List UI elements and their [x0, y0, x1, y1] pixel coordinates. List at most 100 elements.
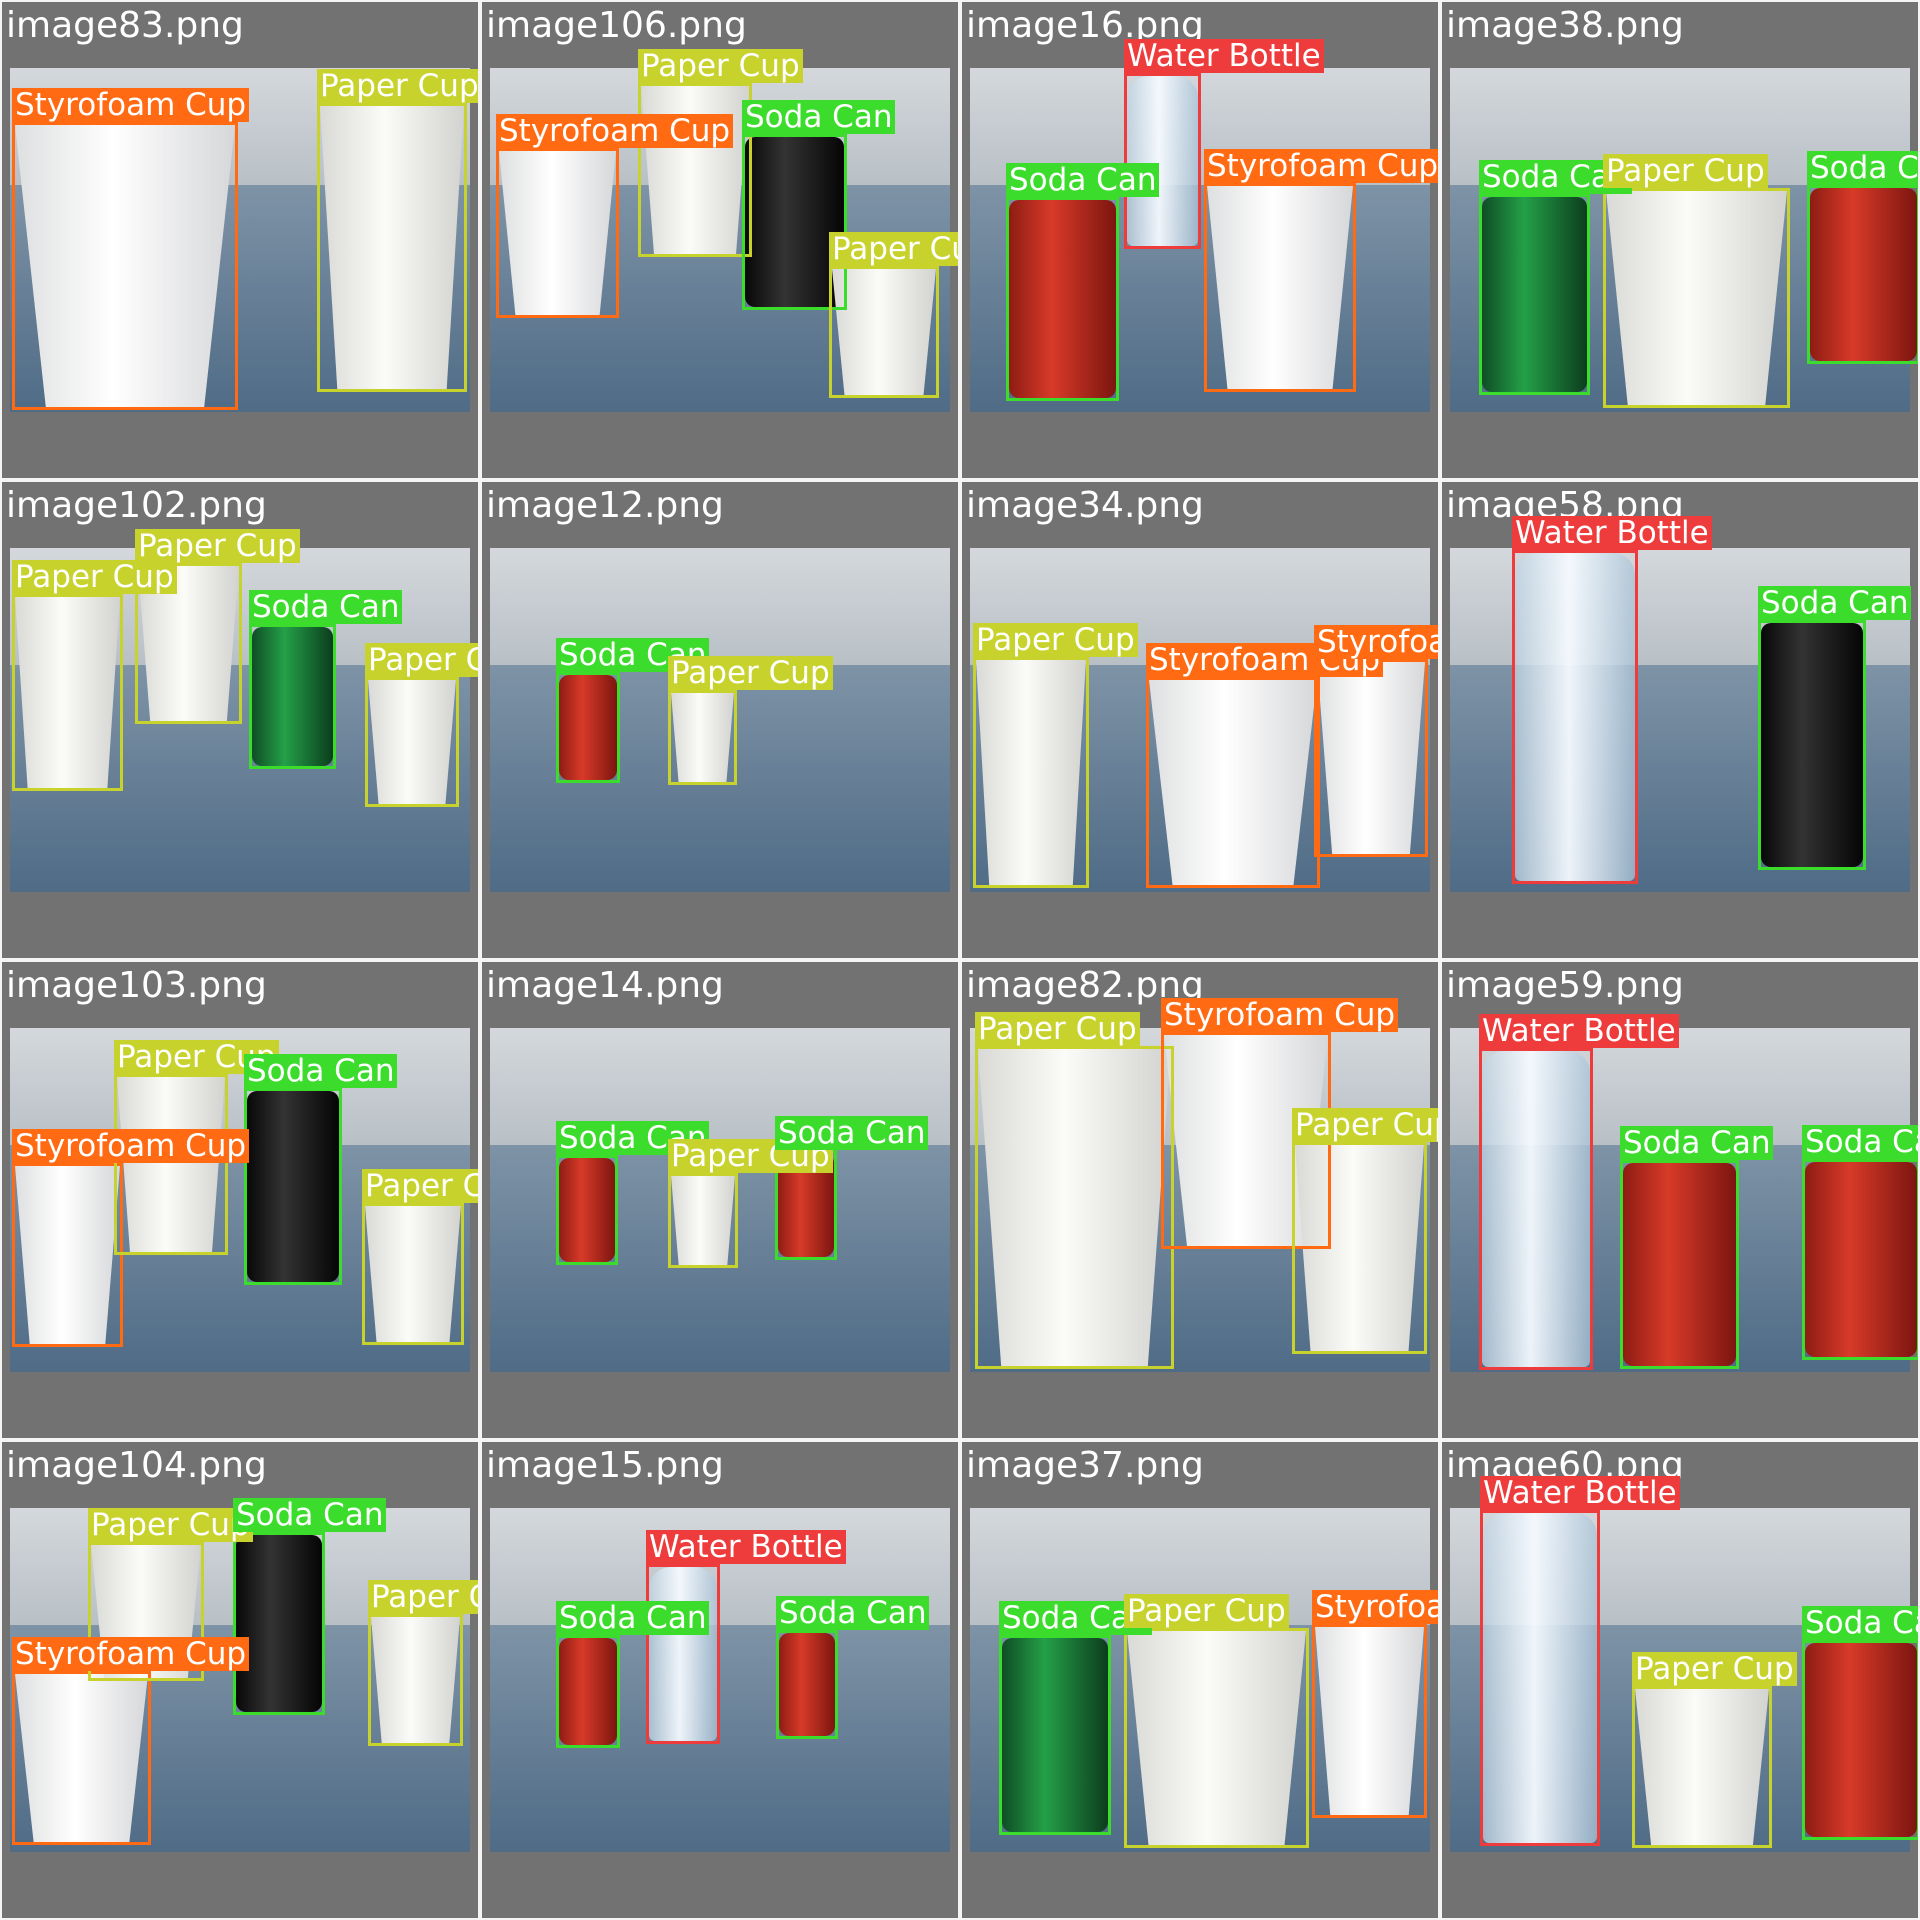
paper-cup-bounding-box[interactable]	[12, 594, 123, 791]
tile-filename: image102.png	[6, 485, 267, 526]
soda-can-bounding-box[interactable]	[556, 1155, 618, 1265]
image-tile[interactable]: image12.png Soda Can Paper Cup	[482, 482, 958, 958]
soda-can-bounding-box[interactable]	[1479, 194, 1590, 395]
water-bottle-bounding-box[interactable]	[1480, 1510, 1600, 1846]
paper-cup-object	[320, 106, 464, 389]
paper-cup-bounding-box[interactable]	[668, 1173, 738, 1268]
styrofoam-cup-bounding-box[interactable]	[1314, 659, 1428, 857]
image-tile[interactable]: image58.png Water Bottle Soda Can	[1442, 482, 1918, 958]
tile-filename: image106.png	[486, 5, 747, 46]
soda-can-bounding-box[interactable]	[1758, 620, 1866, 870]
image-tile[interactable]: image102.png Paper Cup Paper Cup Soda Can Pa…	[2, 482, 478, 958]
paper-cup-bounding-box[interactable]	[362, 1203, 464, 1345]
paper-cup-object	[978, 1049, 1171, 1366]
water-bottle-object	[1483, 1513, 1597, 1843]
detection-label: Paper Cup	[975, 1012, 1140, 1046]
tile-filename: image104.png	[6, 1445, 267, 1486]
paper-cup-bounding-box[interactable]	[1124, 1628, 1309, 1848]
water-bottle-bounding-box[interactable]	[1479, 1048, 1593, 1370]
paper-cup-object	[1127, 1631, 1306, 1845]
detection-label: Paper Cup	[829, 232, 958, 266]
styrofoam-cup-bounding-box[interactable]	[12, 122, 238, 410]
styrofoam-cup-bounding-box[interactable]	[12, 1163, 123, 1347]
detection-label: Paper Cup	[365, 643, 478, 677]
styrofoam-cup-object	[1207, 186, 1353, 389]
soda-can-bounding-box[interactable]	[1006, 197, 1119, 401]
styrofoam-cup-bounding-box[interactable]	[496, 148, 619, 318]
image-tile[interactable]: image14.png Soda Can Paper Cup Soda Can	[482, 962, 958, 1438]
styrofoam-cup-object	[15, 125, 235, 407]
soda-can-bounding-box[interactable]	[556, 672, 620, 783]
water-bottle-object	[1482, 1051, 1590, 1367]
tile-filename: image34.png	[966, 485, 1204, 526]
water-bottle-bounding-box[interactable]	[1124, 73, 1201, 249]
paper-cup-bounding-box[interactable]	[1632, 1686, 1772, 1848]
detection-label: Styrofoam Cup	[1314, 625, 1438, 659]
water-bottle-bounding-box[interactable]	[646, 1564, 720, 1744]
soda-can-bounding-box[interactable]	[244, 1088, 342, 1285]
image-tile[interactable]: image103.png Styrofoam Cup Paper Cup Soda C…	[2, 962, 478, 1438]
paper-cup-object	[117, 1077, 225, 1252]
soda-can-object	[1805, 1162, 1917, 1357]
detection-label: Soda Can	[776, 1596, 930, 1630]
detection-label: Styrofoam Cup	[1312, 1590, 1438, 1624]
paper-cup-bounding-box[interactable]	[88, 1542, 204, 1681]
image-tile[interactable]: image59.png Water Bottle Soda Can Soda Can	[1442, 962, 1918, 1438]
paper-cup-bounding-box[interactable]	[135, 563, 242, 724]
soda-can-bounding-box[interactable]	[556, 1635, 620, 1748]
soda-can-bounding-box[interactable]	[742, 134, 847, 310]
detection-label: Water Bottle	[1479, 1014, 1679, 1048]
soda-can-bounding-box[interactable]	[233, 1532, 325, 1715]
paper-cup-bounding-box[interactable]	[114, 1074, 228, 1255]
styrofoam-cup-bounding-box[interactable]	[1312, 1624, 1427, 1818]
styrofoam-cup-object	[1317, 662, 1425, 854]
soda-can-bounding-box[interactable]	[1802, 1640, 1918, 1840]
image-tile[interactable]: image16.png Water Bottle Soda Can Styrofoam…	[962, 2, 1438, 478]
image-tile[interactable]: image82.png Paper Cup Styrofoam Cup Paper C…	[962, 962, 1438, 1438]
paper-cup-bounding-box[interactable]	[975, 1046, 1174, 1369]
soda-can-bounding-box[interactable]	[999, 1635, 1111, 1835]
image-tile[interactable]: image104.png Styrofoam Cup Paper Cup Soda C…	[2, 1442, 478, 1918]
paper-cup-bounding-box[interactable]	[668, 690, 737, 785]
detection-label: Soda Can	[775, 1116, 929, 1150]
detection-label: Paper Cup	[1292, 1108, 1438, 1142]
paper-cup-bounding-box[interactable]	[973, 657, 1089, 888]
paper-cup-bounding-box[interactable]	[829, 266, 939, 398]
image-tile[interactable]: image106.png Styrofoam Cup Paper Cup Soda C…	[482, 2, 958, 478]
detection-label: Soda Can	[249, 590, 403, 624]
paper-cup-bounding-box[interactable]	[1603, 188, 1790, 408]
soda-can-bounding-box[interactable]	[1620, 1160, 1739, 1369]
styrofoam-cup-bounding-box[interactable]	[12, 1671, 151, 1845]
tile-filename: image14.png	[486, 965, 724, 1006]
paper-cup-object	[671, 693, 734, 782]
soda-can-bounding-box[interactable]	[1807, 185, 1918, 364]
paper-cup-bounding-box[interactable]	[368, 1614, 463, 1746]
soda-can-object	[1761, 623, 1863, 867]
paper-cup-bounding-box[interactable]	[317, 103, 467, 392]
soda-can-object	[559, 675, 617, 780]
image-tile[interactable]: image83.png Styrofoam Cup Paper Cup	[2, 2, 478, 478]
soda-can-object	[247, 1091, 339, 1282]
detection-label: Styrofoam Cup	[12, 88, 250, 122]
paper-cup-object	[671, 1176, 735, 1265]
image-tile[interactable]: image15.png Water Bottle Soda Can Soda Can	[482, 1442, 958, 1918]
soda-can-object	[1482, 197, 1587, 392]
detection-label: Styrofoam Cup	[12, 1637, 250, 1671]
detection-label: Paper Cup	[362, 1169, 478, 1203]
paper-cup-bounding-box[interactable]	[638, 83, 752, 257]
soda-can-bounding-box[interactable]	[776, 1630, 838, 1739]
tile-filename: image12.png	[486, 485, 724, 526]
styrofoam-cup-bounding-box[interactable]	[1146, 677, 1320, 888]
soda-can-object	[745, 137, 844, 307]
styrofoam-cup-bounding-box[interactable]	[1204, 183, 1356, 392]
water-bottle-bounding-box[interactable]	[1512, 550, 1638, 884]
paper-cup-bounding-box[interactable]	[365, 677, 459, 807]
detection-label: Soda Can	[1802, 1606, 1918, 1640]
image-tile[interactable]: image34.png Paper Cup Styrofoam Cup Styrofo…	[962, 482, 1438, 958]
soda-can-bounding-box[interactable]	[249, 624, 336, 769]
soda-can-bounding-box[interactable]	[1802, 1159, 1918, 1360]
paper-cup-bounding-box[interactable]	[1292, 1142, 1427, 1354]
